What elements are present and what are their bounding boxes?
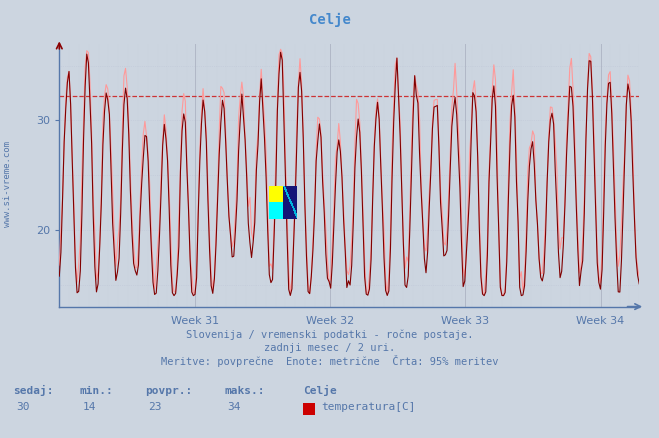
Text: sedaj:: sedaj:: [13, 385, 53, 396]
Text: Celje: Celje: [308, 13, 351, 27]
Text: Meritve: povprečne  Enote: metrične  Črta: 95% meritev: Meritve: povprečne Enote: metrične Črta:…: [161, 355, 498, 367]
Text: 30: 30: [16, 402, 30, 412]
Text: temperatura[C]: temperatura[C]: [322, 402, 416, 412]
Text: povpr.:: povpr.:: [145, 386, 192, 396]
Text: www.si-vreme.com: www.si-vreme.com: [3, 141, 13, 227]
Text: 14: 14: [82, 402, 96, 412]
Text: 23: 23: [148, 402, 161, 412]
Text: Slovenija / vremenski podatki - ročne postaje.: Slovenija / vremenski podatki - ročne po…: [186, 330, 473, 340]
Text: maks.:: maks.:: [224, 386, 264, 396]
Text: zadnji mesec / 2 uri.: zadnji mesec / 2 uri.: [264, 343, 395, 353]
Text: 34: 34: [227, 402, 241, 412]
Text: Celje: Celje: [303, 385, 337, 396]
Text: min.:: min.:: [79, 386, 113, 396]
